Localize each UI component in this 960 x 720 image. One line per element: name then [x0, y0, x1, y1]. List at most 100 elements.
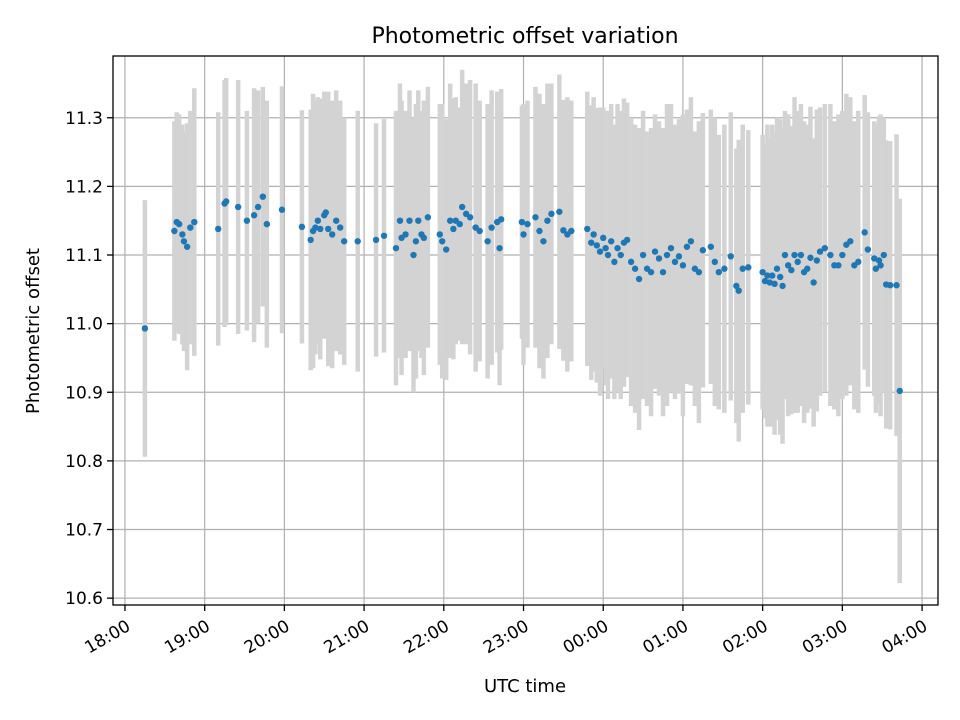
- data-point: [659, 268, 667, 276]
- data-point: [191, 218, 198, 226]
- data-point: [215, 225, 222, 233]
- data-point: [250, 212, 258, 219]
- data-point: [875, 257, 883, 264]
- data-point: [797, 251, 805, 259]
- data-point: [496, 244, 503, 252]
- data-point: [298, 223, 306, 231]
- data-point: [635, 275, 643, 283]
- data-point: [141, 325, 149, 332]
- chart-title: Photometric offset variation: [371, 24, 678, 49]
- data-point: [439, 238, 446, 245]
- data-point: [627, 258, 635, 266]
- data-point: [171, 227, 178, 235]
- y-tick-label: 10.8: [65, 452, 103, 472]
- data-point: [739, 265, 746, 272]
- data-points: [141, 193, 903, 395]
- data-point: [372, 236, 380, 244]
- data-point: [679, 262, 687, 269]
- data-point: [872, 265, 880, 272]
- data-point: [631, 265, 639, 272]
- data-point: [263, 220, 271, 228]
- data-point: [402, 231, 409, 238]
- data-point: [735, 287, 742, 294]
- data-point: [687, 238, 695, 245]
- data-point: [175, 220, 183, 228]
- data-point: [663, 251, 671, 259]
- data-point: [647, 268, 655, 276]
- data-point: [667, 244, 675, 252]
- data-point: [314, 217, 322, 224]
- data-point: [623, 236, 631, 244]
- data-point: [745, 264, 752, 271]
- data-point: [896, 387, 903, 395]
- data-point: [721, 265, 728, 272]
- data-point: [234, 203, 242, 211]
- data-point: [715, 268, 722, 276]
- data-point: [588, 239, 595, 246]
- data-point: [243, 217, 251, 224]
- data-point: [497, 216, 505, 223]
- data-point: [180, 238, 188, 245]
- data-point: [317, 225, 324, 233]
- data-point: [222, 198, 230, 205]
- data-point: [458, 203, 466, 211]
- data-point: [466, 214, 474, 221]
- data-point: [781, 251, 789, 259]
- data-point: [420, 234, 428, 242]
- data-point: [607, 238, 615, 245]
- data-point: [307, 236, 314, 244]
- data-point: [600, 234, 607, 242]
- data-point: [442, 246, 450, 253]
- data-point: [179, 231, 186, 238]
- data-point: [488, 224, 495, 231]
- data-point: [259, 193, 267, 200]
- data-point: [524, 220, 531, 228]
- data-point: [771, 280, 778, 288]
- data-point: [764, 272, 771, 279]
- data-point: [759, 268, 766, 276]
- data-point: [821, 244, 829, 252]
- data-point: [880, 251, 887, 259]
- data-point: [322, 209, 330, 216]
- data-point: [540, 238, 547, 245]
- data-point: [329, 231, 336, 238]
- data-point: [727, 253, 734, 260]
- data-point: [325, 225, 332, 233]
- data-point: [456, 220, 463, 228]
- data-point: [861, 229, 868, 236]
- data-point: [794, 258, 801, 266]
- data-point: [864, 246, 872, 253]
- data-point: [784, 262, 792, 269]
- data-point: [655, 255, 663, 262]
- data-point: [380, 232, 388, 239]
- data-point: [804, 265, 811, 272]
- data-point: [340, 238, 348, 245]
- data-point: [675, 253, 683, 260]
- data-point: [590, 231, 597, 238]
- data-point: [707, 243, 715, 250]
- data-point: [544, 217, 551, 224]
- data-point: [877, 262, 884, 269]
- data-point: [332, 217, 340, 224]
- data-point: [611, 258, 618, 266]
- data-point: [813, 257, 821, 264]
- data-point: [532, 214, 539, 221]
- data-point: [415, 217, 422, 224]
- data-point: [639, 251, 647, 259]
- data-point: [602, 244, 609, 252]
- y-tick-label: 10.9: [65, 383, 103, 403]
- data-point: [855, 258, 862, 266]
- data-point: [536, 227, 543, 235]
- data-point: [410, 251, 417, 259]
- data-point: [450, 225, 457, 233]
- data-point: [412, 238, 420, 245]
- data-point: [593, 242, 601, 249]
- data-point: [187, 224, 194, 231]
- data-point: [354, 238, 361, 245]
- y-axis-label: Photometric offset: [23, 248, 44, 414]
- data-point: [871, 255, 878, 262]
- y-tick-label: 11.3: [65, 109, 103, 129]
- data-point: [816, 248, 824, 255]
- data-point: [695, 268, 703, 276]
- data-point: [476, 227, 483, 235]
